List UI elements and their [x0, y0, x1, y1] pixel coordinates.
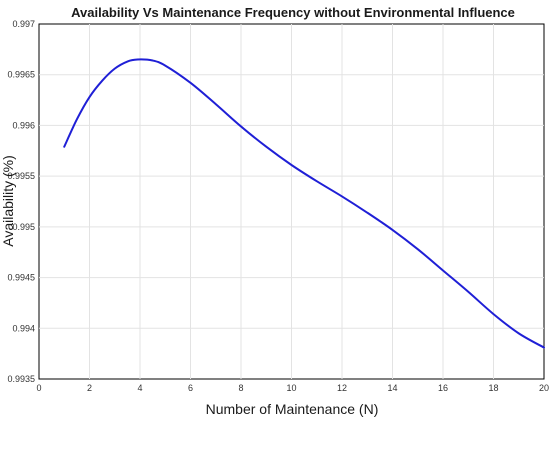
x-axis-ticks: 0 2 4 6 8 10 12 14 16 18 20 [36, 383, 549, 393]
y-tick-label: 0.9945 [7, 273, 35, 283]
x-tick-label: 18 [488, 383, 498, 393]
x-tick-label: 14 [387, 383, 397, 393]
availability-series-line [63, 58, 545, 349]
y-axis-label: Availability (%) [0, 155, 16, 247]
series-group [63, 58, 545, 349]
x-tick-label: 4 [137, 383, 142, 393]
x-tick-label: 12 [337, 383, 347, 393]
y-tick-label: 0.996 [12, 120, 35, 130]
chart-title: Availability Vs Maintenance Frequency wi… [71, 5, 515, 20]
x-tick-label: 10 [286, 383, 296, 393]
grid [39, 24, 544, 379]
y-tick-label: 0.994 [12, 323, 35, 333]
x-tick-label: 16 [438, 383, 448, 393]
y-axis-ticks: 0.9935 0.994 0.9945 0.995 0.9955 0.996 0.9965 0… [7, 19, 35, 384]
y-tick-label: 0.995 [12, 222, 35, 232]
y-tick-label: 0.9935 [7, 374, 35, 384]
x-tick-label: 20 [539, 383, 549, 393]
x-axis-label: Number of Maintenance (N) [206, 401, 379, 417]
y-tick-label: 0.9965 [7, 70, 35, 80]
x-tick-label: 6 [188, 383, 193, 393]
x-tick-label: 0 [36, 383, 41, 393]
x-tick-label: 8 [238, 383, 243, 393]
y-tick-label: 0.997 [12, 19, 35, 29]
y-tick-label: 0.9955 [7, 171, 35, 181]
x-tick-label: 2 [87, 383, 92, 393]
